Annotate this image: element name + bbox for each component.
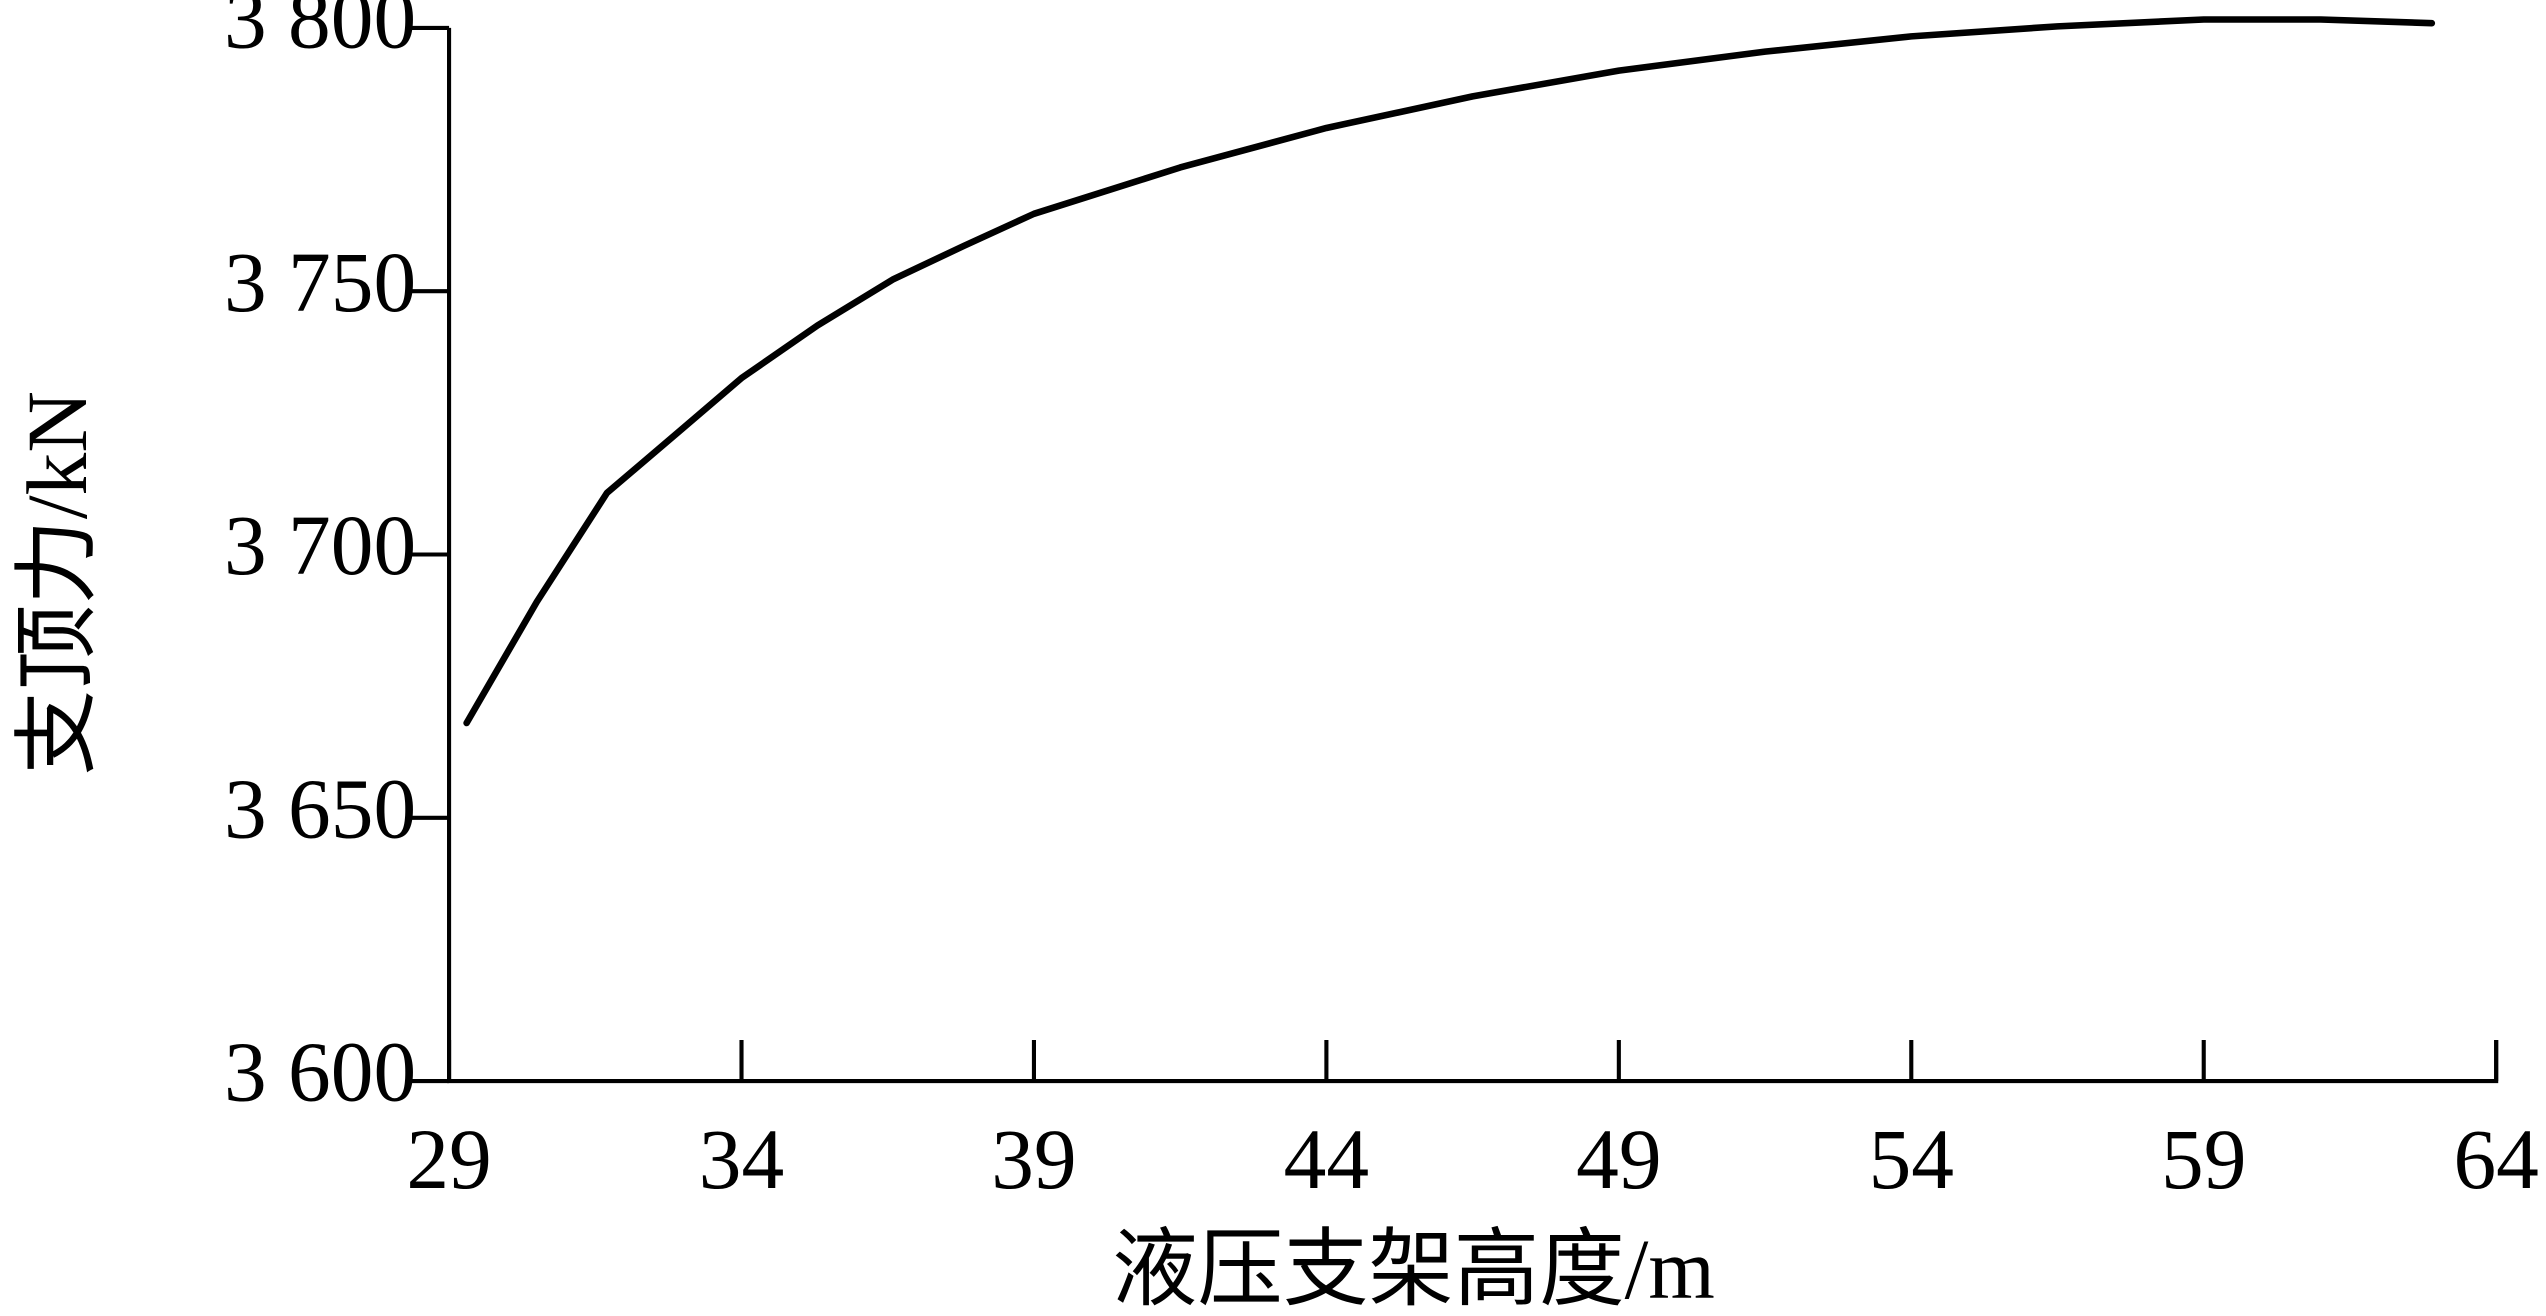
data-line <box>463 16 2436 727</box>
y-axis-label: 支顶力/kN <box>11 391 105 775</box>
y-tick-label: 3 600 <box>224 1026 416 1120</box>
x-tick-label: 44 <box>1284 1113 1369 1207</box>
x-tick-label: 39 <box>991 1113 1076 1207</box>
y-tick-label: 3 800 <box>224 0 416 67</box>
x-axis-label: 液压支架高度/m <box>1112 1223 1715 1316</box>
x-tick-label: 29 <box>406 1113 491 1207</box>
y-tick-label: 3 750 <box>224 236 416 330</box>
x-tick-label: 64 <box>2453 1113 2538 1207</box>
x-tick-label: 49 <box>1576 1113 1661 1207</box>
x-tick-label: 54 <box>1869 1113 1954 1207</box>
y-tick-label: 3 700 <box>224 499 416 593</box>
y-tick-label: 3 650 <box>224 762 416 856</box>
x-tick-label: 34 <box>699 1113 784 1207</box>
axes <box>447 27 2499 1084</box>
x-tick-label: 59 <box>2161 1113 2246 1207</box>
